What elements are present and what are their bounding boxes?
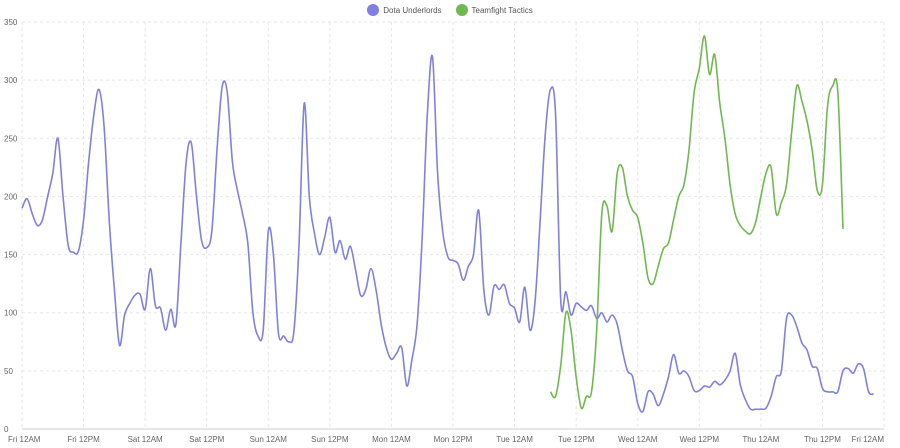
- x-tick-label: Thu 12PM: [804, 435, 841, 444]
- x-tick-label: Mon 12PM: [434, 435, 473, 444]
- y-tick-label: 250: [4, 134, 18, 143]
- y-tick-label: 150: [4, 251, 18, 260]
- legend-swatch-teamfight-tactics: [455, 4, 468, 16]
- y-tick-label: 300: [4, 76, 18, 85]
- legend-swatch-dota-underlords: [367, 4, 380, 16]
- series-line-teamfight-tactics: [549, 35, 844, 410]
- y-tick-label: 0: [4, 425, 9, 434]
- x-tick-label: Tue 12PM: [558, 435, 595, 444]
- x-tick-label: Fri 12PM: [67, 435, 100, 444]
- x-tick-label: Mon 12AM: [372, 435, 411, 444]
- x-tick-label: Sat 12AM: [128, 435, 163, 444]
- x-tick-label: Thu 12AM: [742, 435, 779, 444]
- legend-item-teamfight-tactics[interactable]: Teamfight Tactics: [455, 4, 533, 16]
- y-tick-label: 100: [4, 309, 18, 318]
- y-tick-label: 50: [4, 367, 13, 376]
- y-tick-label: 350: [4, 18, 18, 27]
- legend: Dota Underlords Teamfight Tactics: [0, 4, 900, 16]
- legend-item-dota-underlords[interactable]: Dota Underlords: [367, 4, 442, 16]
- x-tick-label: Tue 12AM: [496, 435, 533, 444]
- x-tick-label: Sun 12PM: [311, 435, 349, 444]
- x-tick-label: Wed 12AM: [618, 435, 658, 444]
- legend-label-dota-underlords: Dota Underlords: [383, 5, 442, 15]
- y-tick-label: 200: [4, 192, 18, 201]
- x-tick-label: Fri 12AM: [852, 435, 885, 444]
- x-tick-label: Wed 12PM: [680, 435, 720, 444]
- legend-label-teamfight-tactics: Teamfight Tactics: [471, 5, 533, 15]
- x-tick-label: Fri 12AM: [8, 435, 41, 444]
- x-tick-label: Sat 12PM: [189, 435, 224, 444]
- x-tick-label: Sun 12AM: [250, 435, 288, 444]
- series-line-dota-underlords: [21, 54, 875, 413]
